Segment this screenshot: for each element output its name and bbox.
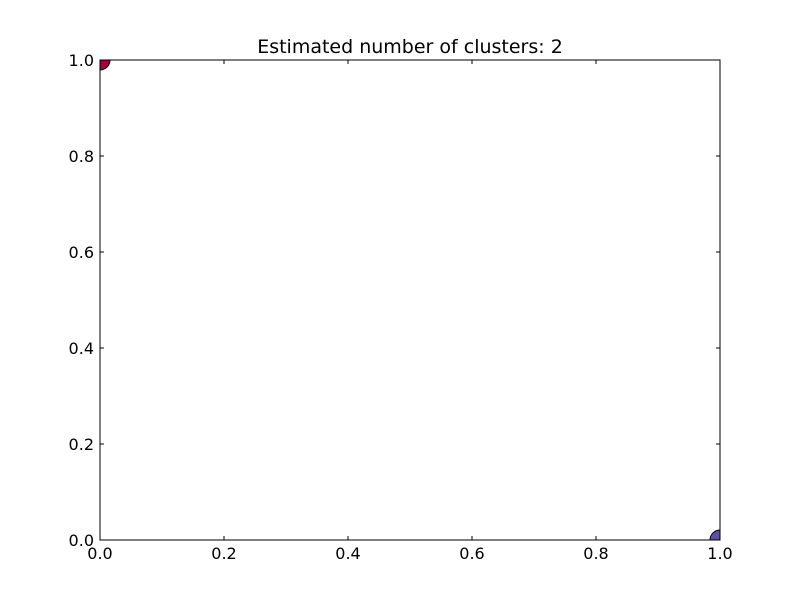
points-layer xyxy=(100,60,720,540)
x-tick-label: 1.0 xyxy=(707,544,732,563)
x-tick-label: 0.0 xyxy=(87,544,112,563)
x-tick-label: 0.4 xyxy=(335,544,360,563)
cluster-point-0 xyxy=(100,60,111,71)
x-tick-label: 0.6 xyxy=(459,544,484,563)
y-tick-label: 1.0 xyxy=(69,51,94,70)
y-tick-label: 0.8 xyxy=(69,147,94,166)
x-tick-label: 0.8 xyxy=(583,544,608,563)
y-tick-label: 0.4 xyxy=(69,339,94,358)
y-tick-label: 0.0 xyxy=(69,531,94,550)
chart-title: Estimated number of clusters: 2 xyxy=(257,36,563,58)
y-tick-label: 0.2 xyxy=(69,435,94,454)
y-tick-label: 0.6 xyxy=(69,243,94,262)
x-tick-label: 0.2 xyxy=(211,544,236,563)
cluster-point-1 xyxy=(709,529,720,540)
plot-frame xyxy=(99,59,721,541)
ticks-layer: 0.0 0.2 0.4 0.6 0.8 1.0 0.0 0.2 0.4 0.6 0.8 1.0 xyxy=(69,51,733,563)
